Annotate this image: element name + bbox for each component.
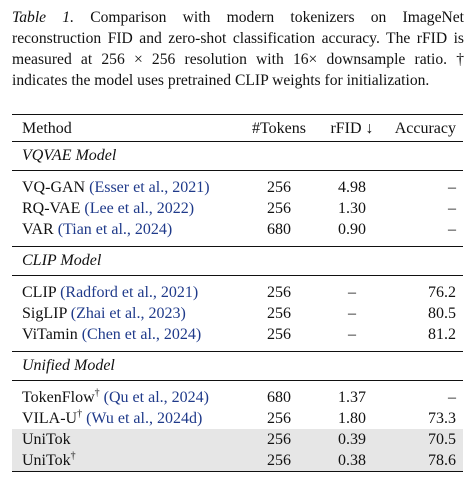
section-label: CLIP Model (12, 246, 463, 276)
dagger-mark: † (77, 408, 83, 420)
tokens-cell: 256 (267, 179, 291, 196)
method-cell: ViTamin (Chen et al., 2024) (12, 324, 242, 345)
rfid-cell: – (348, 305, 356, 322)
rfid-cell: – (348, 284, 356, 301)
table-row: CLIP (Radford et al., 2021) 256 – 76.2 (12, 282, 463, 303)
citation-link[interactable]: (Wu et al., 2024d) (86, 410, 203, 427)
rfid-cell: 1.30 (338, 200, 366, 217)
citation-link[interactable]: (Chen et al., 2024) (81, 326, 202, 343)
header-rfid: rFID ↓ (316, 114, 388, 142)
tokens-cell: 256 (267, 200, 291, 217)
caption-text: Comparison with modern tokenizers on Ima… (12, 9, 465, 89)
tokens-cell: 256 (242, 429, 316, 450)
tokens-cell: 256 (267, 305, 291, 322)
method-name: TokenFlow (22, 389, 95, 406)
table-caption: Table 1. Comparison with modern tokenize… (12, 7, 464, 91)
method-cell: VQ-GAN (Esser et al., 2021) (12, 177, 242, 198)
method-cell: SigLIP (Zhai et al., 2023) (12, 303, 242, 324)
table-row-highlighted: UniTok† 256 0.38 78.6 (12, 450, 463, 472)
dagger-mark: † (70, 450, 76, 462)
method-cell: UniTok (12, 429, 242, 450)
header-method: Method (12, 114, 242, 142)
table-row: ViTamin (Chen et al., 2024) 256 – 81.2 (12, 324, 463, 345)
accuracy-cell: 70.5 (388, 429, 463, 450)
table-row: TokenFlow† (Qu et al., 2024) 680 1.37 – (12, 387, 463, 408)
header-accuracy: Accuracy (388, 114, 463, 142)
citation-link[interactable]: (Lee et al., 2022) (84, 200, 195, 217)
section-row-vqvae: VQVAE Model (12, 141, 463, 171)
tokens-cell: 680 (267, 389, 291, 406)
section-label: Unified Model (12, 351, 463, 381)
accuracy-cell: – (448, 389, 456, 406)
accuracy-cell: – (448, 221, 456, 238)
method-name: VAR (22, 221, 54, 238)
table-row: VAR (Tian et al., 2024) 680 0.90 – (12, 219, 463, 240)
rfid-cell: 0.38 (316, 450, 388, 472)
tokens-cell: 680 (267, 221, 291, 238)
accuracy-cell: 81.2 (428, 326, 456, 343)
citation-link[interactable]: (Radford et al., 2021) (60, 284, 199, 301)
method-cell: RQ-VAE (Lee et al., 2022) (12, 198, 242, 219)
method-name: UniTok (22, 431, 71, 448)
citation-link[interactable]: (Tian et al., 2024) (57, 221, 173, 238)
method-cell: TokenFlow† (Qu et al., 2024) (12, 387, 242, 408)
method-cell: UniTok† (12, 450, 242, 472)
section-label: VQVAE Model (12, 141, 463, 171)
rfid-cell: 0.39 (316, 429, 388, 450)
table-row: VILA-U† (Wu et al., 2024d) 256 1.80 73.3 (12, 408, 463, 429)
caption-label: Table 1. (12, 9, 74, 26)
table-row: RQ-VAE (Lee et al., 2022) 256 1.30 – (12, 198, 463, 219)
method-cell: CLIP (Radford et al., 2021) (12, 282, 242, 303)
method-name: UniTok (22, 452, 71, 469)
accuracy-cell: 73.3 (428, 410, 456, 427)
citation-link[interactable]: (Qu et al., 2024) (103, 389, 209, 406)
accuracy-cell: – (448, 179, 456, 196)
method-name: CLIP (22, 284, 57, 301)
tokens-cell: 256 (267, 284, 291, 301)
tokens-cell: 256 (267, 326, 291, 343)
accuracy-cell: 78.6 (388, 450, 463, 472)
accuracy-cell: 76.2 (428, 284, 456, 301)
method-name: VILA-U (22, 410, 78, 427)
table-row-highlighted: UniTok 256 0.39 70.5 (12, 429, 463, 450)
method-name: RQ-VAE (22, 200, 81, 217)
accuracy-cell: 80.5 (428, 305, 456, 322)
table-row: VQ-GAN (Esser et al., 2021) 256 4.98 – (12, 177, 463, 198)
citation-link[interactable]: (Zhai et al., 2023) (70, 305, 186, 322)
comparison-table: Method #Tokens rFID ↓ Accuracy VQVAE Mod… (12, 114, 463, 472)
tokens-cell: 256 (242, 450, 316, 472)
method-name: ViTamin (22, 326, 78, 343)
section-row-unified: Unified Model (12, 351, 463, 381)
rfid-cell: 4.98 (338, 179, 366, 196)
method-cell: VAR (Tian et al., 2024) (12, 219, 242, 240)
dagger-mark: † (94, 387, 100, 399)
citation-link[interactable]: (Esser et al., 2021) (89, 179, 210, 196)
method-name: SigLIP (22, 305, 67, 322)
section-row-clip: CLIP Model (12, 246, 463, 276)
rfid-cell: – (348, 326, 356, 343)
rfid-cell: 0.90 (338, 221, 366, 238)
accuracy-cell: – (448, 200, 456, 217)
header-row: Method #Tokens rFID ↓ Accuracy (12, 114, 463, 142)
table-row: SigLIP (Zhai et al., 2023) 256 – 80.5 (12, 303, 463, 324)
method-cell: VILA-U† (Wu et al., 2024d) (12, 408, 242, 429)
header-tokens: #Tokens (242, 114, 316, 142)
rfid-cell: 1.37 (338, 389, 366, 406)
rfid-cell: 1.80 (338, 410, 366, 427)
method-name: VQ-GAN (22, 179, 86, 196)
tokens-cell: 256 (267, 410, 291, 427)
